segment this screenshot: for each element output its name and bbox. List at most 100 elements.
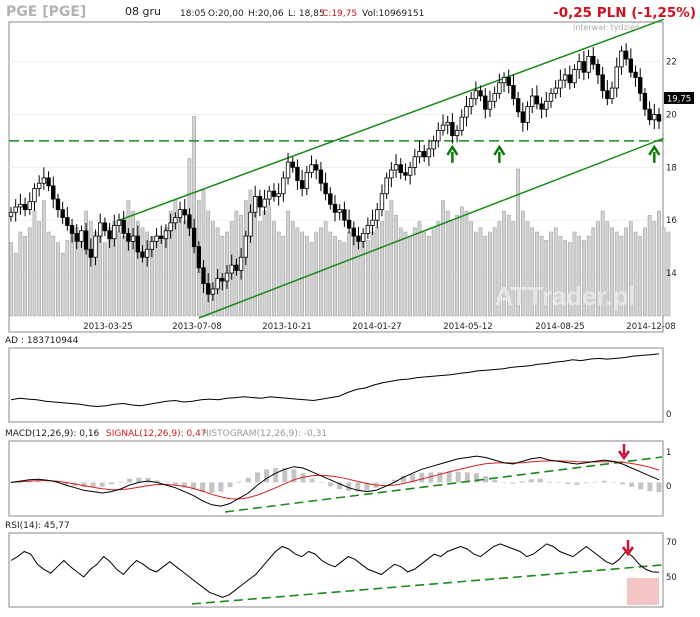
macd-histogram-bar (419, 472, 425, 483)
candle-body (144, 248, 150, 258)
channel-line-lower (198, 137, 664, 319)
volume-bar (201, 189, 206, 317)
rsi-trendline (191, 564, 663, 605)
macd-histogram-bar (537, 478, 543, 483)
volume-bar (295, 227, 300, 317)
candle-body (605, 90, 610, 100)
candle-body (196, 246, 202, 269)
macd-histogram-bar (428, 472, 434, 483)
candle-body (633, 71, 638, 78)
macd-histogram-bar (227, 482, 233, 488)
macd-label: MACD(12,26,9): 0,16 (5, 429, 100, 439)
candle-body (32, 188, 37, 203)
macd-histogram-bar (99, 482, 105, 487)
volume-bar (549, 231, 553, 317)
volume-bar (563, 240, 567, 317)
volume-bar (441, 200, 445, 317)
macd-histogram-bar (191, 482, 197, 490)
macd-histogram-bar (273, 467, 279, 483)
candle-body (304, 172, 310, 189)
volume-bar (464, 210, 469, 317)
rsi-warning-arrow (621, 540, 635, 557)
candle-body (558, 79, 563, 89)
candle-body (431, 140, 436, 150)
candle-body (224, 272, 230, 282)
macd-histogram-bar (546, 481, 552, 483)
macd-histogram-bar (556, 482, 562, 483)
macd-histogram-bar (254, 472, 260, 483)
volume-bar (173, 200, 178, 317)
candle-body (445, 122, 450, 126)
candle-body (83, 230, 89, 250)
candle-body (328, 193, 333, 205)
candle-body (154, 235, 159, 242)
macd-histogram-bar (528, 479, 534, 483)
candle-body (121, 219, 126, 234)
candle-body (501, 77, 507, 84)
volume-bar (23, 235, 27, 317)
candle-body (140, 251, 145, 258)
candle-body (318, 169, 324, 184)
candle-body (323, 182, 328, 195)
volume-bar (633, 231, 638, 317)
candle-body (525, 106, 530, 123)
price-x-tick: 2013-03-25 (83, 322, 132, 332)
volume-bar (567, 242, 572, 317)
volume-bar (248, 189, 253, 317)
candle-body (614, 66, 619, 89)
volume-bar (135, 221, 140, 317)
volume-bar (516, 168, 520, 317)
candle-body (173, 217, 178, 224)
macd-y-tick-0: 0 (666, 482, 671, 492)
volume-bar (610, 227, 614, 317)
support-arrow (493, 144, 506, 163)
volume-bar (605, 221, 610, 317)
candle-body (656, 114, 662, 122)
volume-bar (309, 242, 314, 317)
candle-body (177, 209, 183, 218)
volume-bar (474, 231, 478, 317)
candle-body (572, 69, 577, 84)
macd-histogram-bar (583, 482, 589, 484)
candle-body (191, 227, 197, 248)
volume-bar (178, 214, 182, 317)
volume-bar (427, 235, 431, 317)
volume-bar (9, 242, 13, 317)
candle-body (74, 233, 79, 242)
volume-bar (535, 231, 539, 317)
rsi-y-tick-70: 70 (666, 538, 677, 548)
candle-body (337, 209, 342, 213)
candle-body (422, 151, 427, 158)
candle-body (98, 222, 103, 237)
macd-histogram-bar (35, 481, 41, 483)
volume-bar (27, 227, 32, 317)
candle-body (79, 230, 84, 242)
volume-bar (582, 240, 586, 317)
volume-bar (56, 242, 60, 317)
volume-bar (652, 221, 657, 317)
macd-histogram-bar (172, 482, 178, 486)
volume-bar (140, 227, 145, 317)
volume-bar (187, 158, 192, 317)
candle-body (623, 50, 629, 60)
candle-body (576, 61, 582, 70)
macd-histogram-bar (638, 482, 644, 490)
volume-bar (103, 242, 107, 317)
candle-body (267, 190, 272, 200)
candle-body (487, 100, 493, 110)
volume-bar (18, 231, 23, 317)
volume-bar (553, 227, 558, 317)
macd-histogram-bar (656, 482, 662, 493)
candle-body (112, 225, 117, 240)
volume-bar (333, 235, 337, 317)
volume-bar (281, 235, 286, 317)
price-y-tick: 20 (666, 111, 677, 121)
candle-body (342, 209, 347, 221)
macd-histogram-bar (337, 482, 343, 490)
macd-histogram-bar (145, 477, 151, 483)
macd-histogram-bar (309, 478, 315, 483)
macd-histogram-bar (355, 482, 361, 492)
volume-bar (13, 252, 18, 317)
candle-body (309, 164, 314, 174)
volume-bar (37, 221, 42, 317)
